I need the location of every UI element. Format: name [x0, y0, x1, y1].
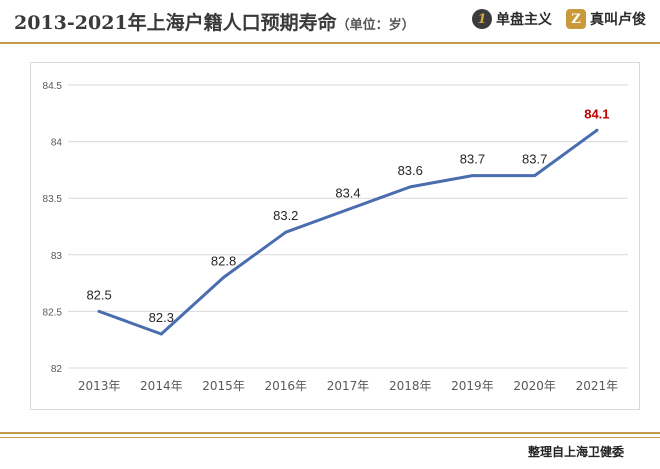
- brand-2-mark-icon: Z: [566, 9, 586, 29]
- logo-group: 1 单盘主义 Z 真叫卢俊: [472, 9, 646, 29]
- chart-title: 2013-2021年上海户籍人口预期寿命（单位：岁）: [14, 8, 415, 35]
- data-label: 82.5: [86, 287, 111, 302]
- data-point: [595, 128, 599, 132]
- data-label: 83.6: [398, 163, 423, 178]
- footer-divider-thin: [0, 437, 660, 438]
- data-label: 83.2: [273, 208, 298, 223]
- x-tick-label: 2017年: [327, 379, 370, 393]
- data-point: [470, 174, 474, 178]
- brand-logo-2: Z 真叫卢俊: [566, 9, 646, 29]
- data-label: 83.7: [460, 152, 485, 167]
- x-tick-label: 2019年: [451, 379, 494, 393]
- brand-logo-1: 1 单盘主义: [472, 9, 552, 29]
- brand-2-name: 真叫卢俊: [590, 12, 646, 28]
- chart-frame: [30, 62, 640, 410]
- header-divider: [0, 42, 660, 44]
- x-tick-label: 2021年: [576, 379, 619, 393]
- y-tick-label: 83: [51, 251, 63, 262]
- brand-1-mark-icon: 1: [472, 9, 492, 29]
- line-chart: 82 82.5 83 83.5 84 84.5 2013年 2014年 2015年 2016年 20…: [30, 62, 640, 410]
- data-point: [346, 208, 350, 212]
- footer-divider: [0, 432, 660, 434]
- data-label: 84.1: [584, 106, 609, 121]
- y-tick-label: 84.5: [43, 81, 63, 92]
- title-unit: （单位：岁）: [336, 18, 415, 33]
- y-tick-label: 82.5: [43, 307, 63, 318]
- data-point: [159, 332, 163, 336]
- source-note: 整理自上海卫健委: [527, 445, 624, 459]
- x-tick-label: 2014年: [140, 379, 183, 393]
- x-tick-label: 2020年: [513, 379, 556, 393]
- title-text: 2013-2021年上海户籍人口预期寿命: [14, 12, 337, 34]
- data-label: 82.3: [149, 310, 174, 325]
- x-tick-label: 2013年: [78, 379, 121, 393]
- data-point: [97, 309, 101, 313]
- brand-1-name: 单盘主义: [496, 12, 552, 28]
- y-tick-label: 82: [51, 364, 63, 375]
- x-tick-label: 2015年: [202, 379, 245, 393]
- y-tick-label: 83.5: [43, 194, 63, 205]
- data-label: 83.4: [335, 186, 360, 201]
- data-point: [284, 230, 288, 234]
- data-point: [222, 275, 226, 279]
- y-tick-label: 84: [51, 138, 63, 149]
- data-label: 83.7: [522, 152, 547, 167]
- x-tick-label: 2018年: [389, 379, 432, 393]
- x-tick-label: 2016年: [265, 379, 308, 393]
- data-point: [408, 185, 412, 189]
- data-label: 82.8: [211, 253, 236, 268]
- data-point: [533, 174, 537, 178]
